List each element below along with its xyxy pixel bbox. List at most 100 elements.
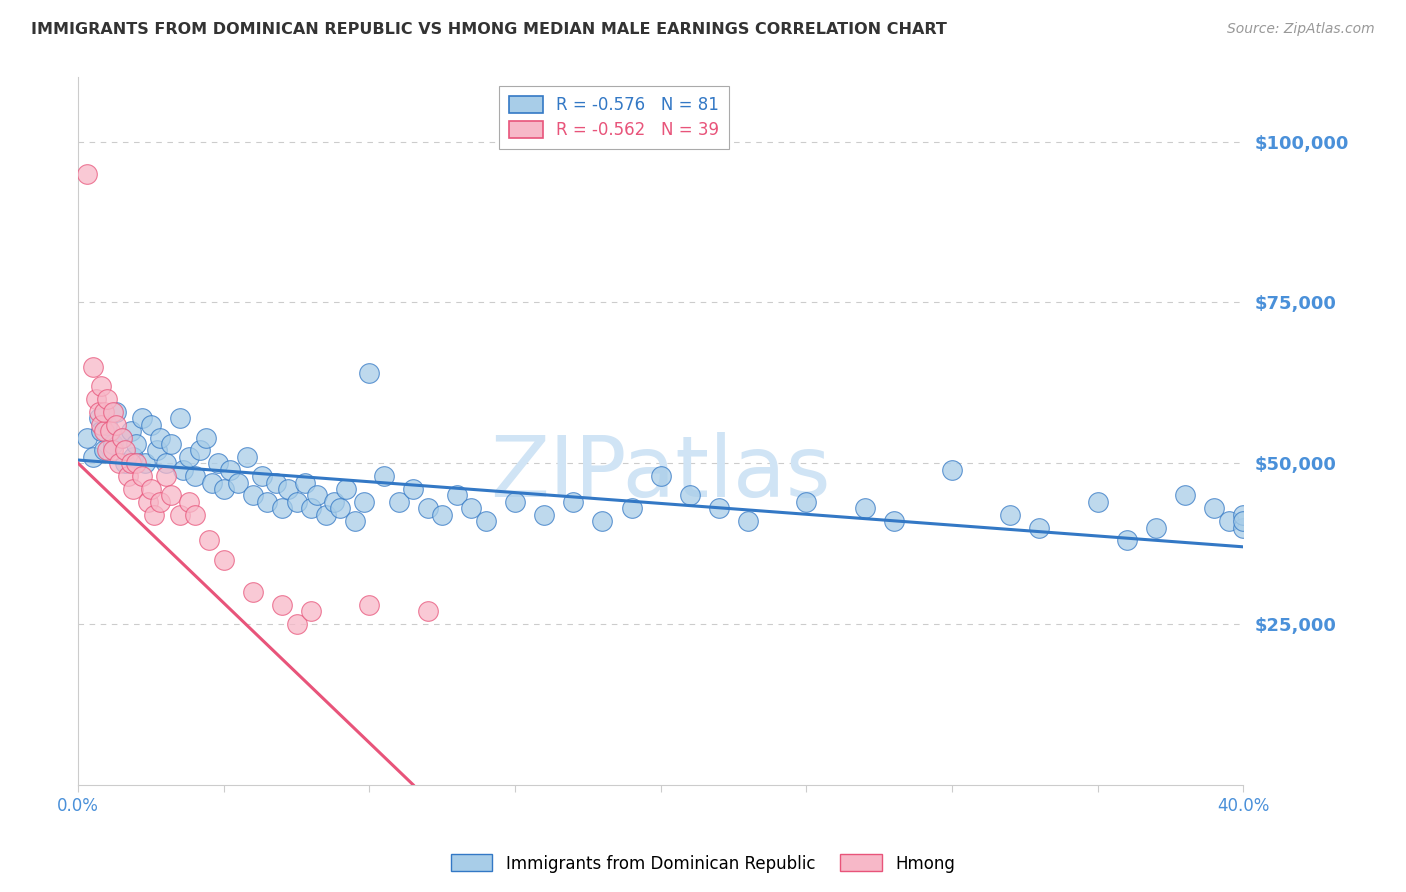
Point — [256, 495, 278, 509]
Point — [90, 417, 112, 432]
Point — [177, 450, 200, 464]
Point — [125, 437, 148, 451]
Point — [305, 488, 328, 502]
Point — [177, 495, 200, 509]
Point — [329, 501, 352, 516]
Point — [1000, 508, 1022, 522]
Point — [1174, 488, 1197, 502]
Point — [446, 488, 468, 502]
Point — [533, 508, 555, 522]
Point — [432, 508, 454, 522]
Point — [264, 475, 287, 490]
Point — [111, 431, 134, 445]
Point — [737, 514, 759, 528]
Point — [90, 424, 112, 438]
Point — [796, 495, 818, 509]
Point — [84, 392, 107, 406]
Point — [93, 424, 115, 438]
Point — [122, 482, 145, 496]
Point — [114, 443, 136, 458]
Text: Source: ZipAtlas.com: Source: ZipAtlas.com — [1227, 22, 1375, 37]
Point — [323, 495, 346, 509]
Point — [76, 167, 98, 181]
Point — [294, 475, 316, 490]
Point — [120, 456, 142, 470]
Point — [87, 405, 110, 419]
Point — [359, 598, 381, 612]
Point — [212, 552, 235, 566]
Point — [416, 501, 439, 516]
Text: ZIPatlas: ZIPatlas — [491, 432, 831, 515]
Point — [883, 514, 905, 528]
Point — [96, 417, 118, 432]
Point — [503, 495, 526, 509]
Point — [201, 475, 224, 490]
Point — [172, 463, 194, 477]
Point — [90, 379, 112, 393]
Point — [76, 431, 98, 445]
Point — [98, 424, 121, 438]
Point — [242, 585, 264, 599]
Point — [228, 475, 250, 490]
Point — [82, 450, 104, 464]
Point — [1204, 501, 1226, 516]
Point — [183, 508, 205, 522]
Point — [198, 533, 221, 548]
Point — [207, 456, 229, 470]
Point — [131, 411, 153, 425]
Point — [373, 469, 395, 483]
Point — [190, 443, 212, 458]
Point — [1218, 514, 1240, 528]
Point — [941, 463, 963, 477]
Point — [160, 437, 183, 451]
Point — [1232, 514, 1254, 528]
Point — [299, 604, 322, 618]
Point — [250, 469, 273, 483]
Point — [111, 431, 134, 445]
Point — [1232, 508, 1254, 522]
Point — [183, 469, 205, 483]
Point — [169, 508, 191, 522]
Point — [117, 469, 139, 483]
Point — [591, 514, 613, 528]
Point — [271, 598, 294, 612]
Point — [460, 501, 482, 516]
Point — [149, 431, 172, 445]
Point — [416, 604, 439, 618]
Point — [155, 456, 177, 470]
Point — [101, 405, 124, 419]
Point — [271, 501, 294, 516]
Point — [285, 495, 308, 509]
Point — [353, 495, 375, 509]
Point — [707, 501, 730, 516]
Point — [853, 501, 876, 516]
Point — [236, 450, 259, 464]
Point — [108, 456, 131, 470]
Point — [139, 482, 162, 496]
Point — [1028, 520, 1050, 534]
Point — [387, 495, 409, 509]
Point — [1115, 533, 1137, 548]
Point — [125, 456, 148, 470]
Point — [1087, 495, 1109, 509]
Point — [146, 443, 169, 458]
Point — [104, 405, 127, 419]
Point — [104, 417, 127, 432]
Point — [650, 469, 672, 483]
Point — [122, 450, 145, 464]
Point — [160, 488, 183, 502]
Point — [169, 411, 191, 425]
Point — [139, 417, 162, 432]
Point — [93, 405, 115, 419]
Point — [1232, 520, 1254, 534]
Point — [136, 495, 159, 509]
Point — [343, 514, 366, 528]
Point — [359, 366, 381, 380]
Point — [277, 482, 299, 496]
Point — [82, 359, 104, 374]
Point — [134, 456, 156, 470]
Legend: Immigrants from Dominican Republic, Hmong: Immigrants from Dominican Republic, Hmon… — [444, 847, 962, 880]
Point — [402, 482, 425, 496]
Point — [299, 501, 322, 516]
Point — [562, 495, 585, 509]
